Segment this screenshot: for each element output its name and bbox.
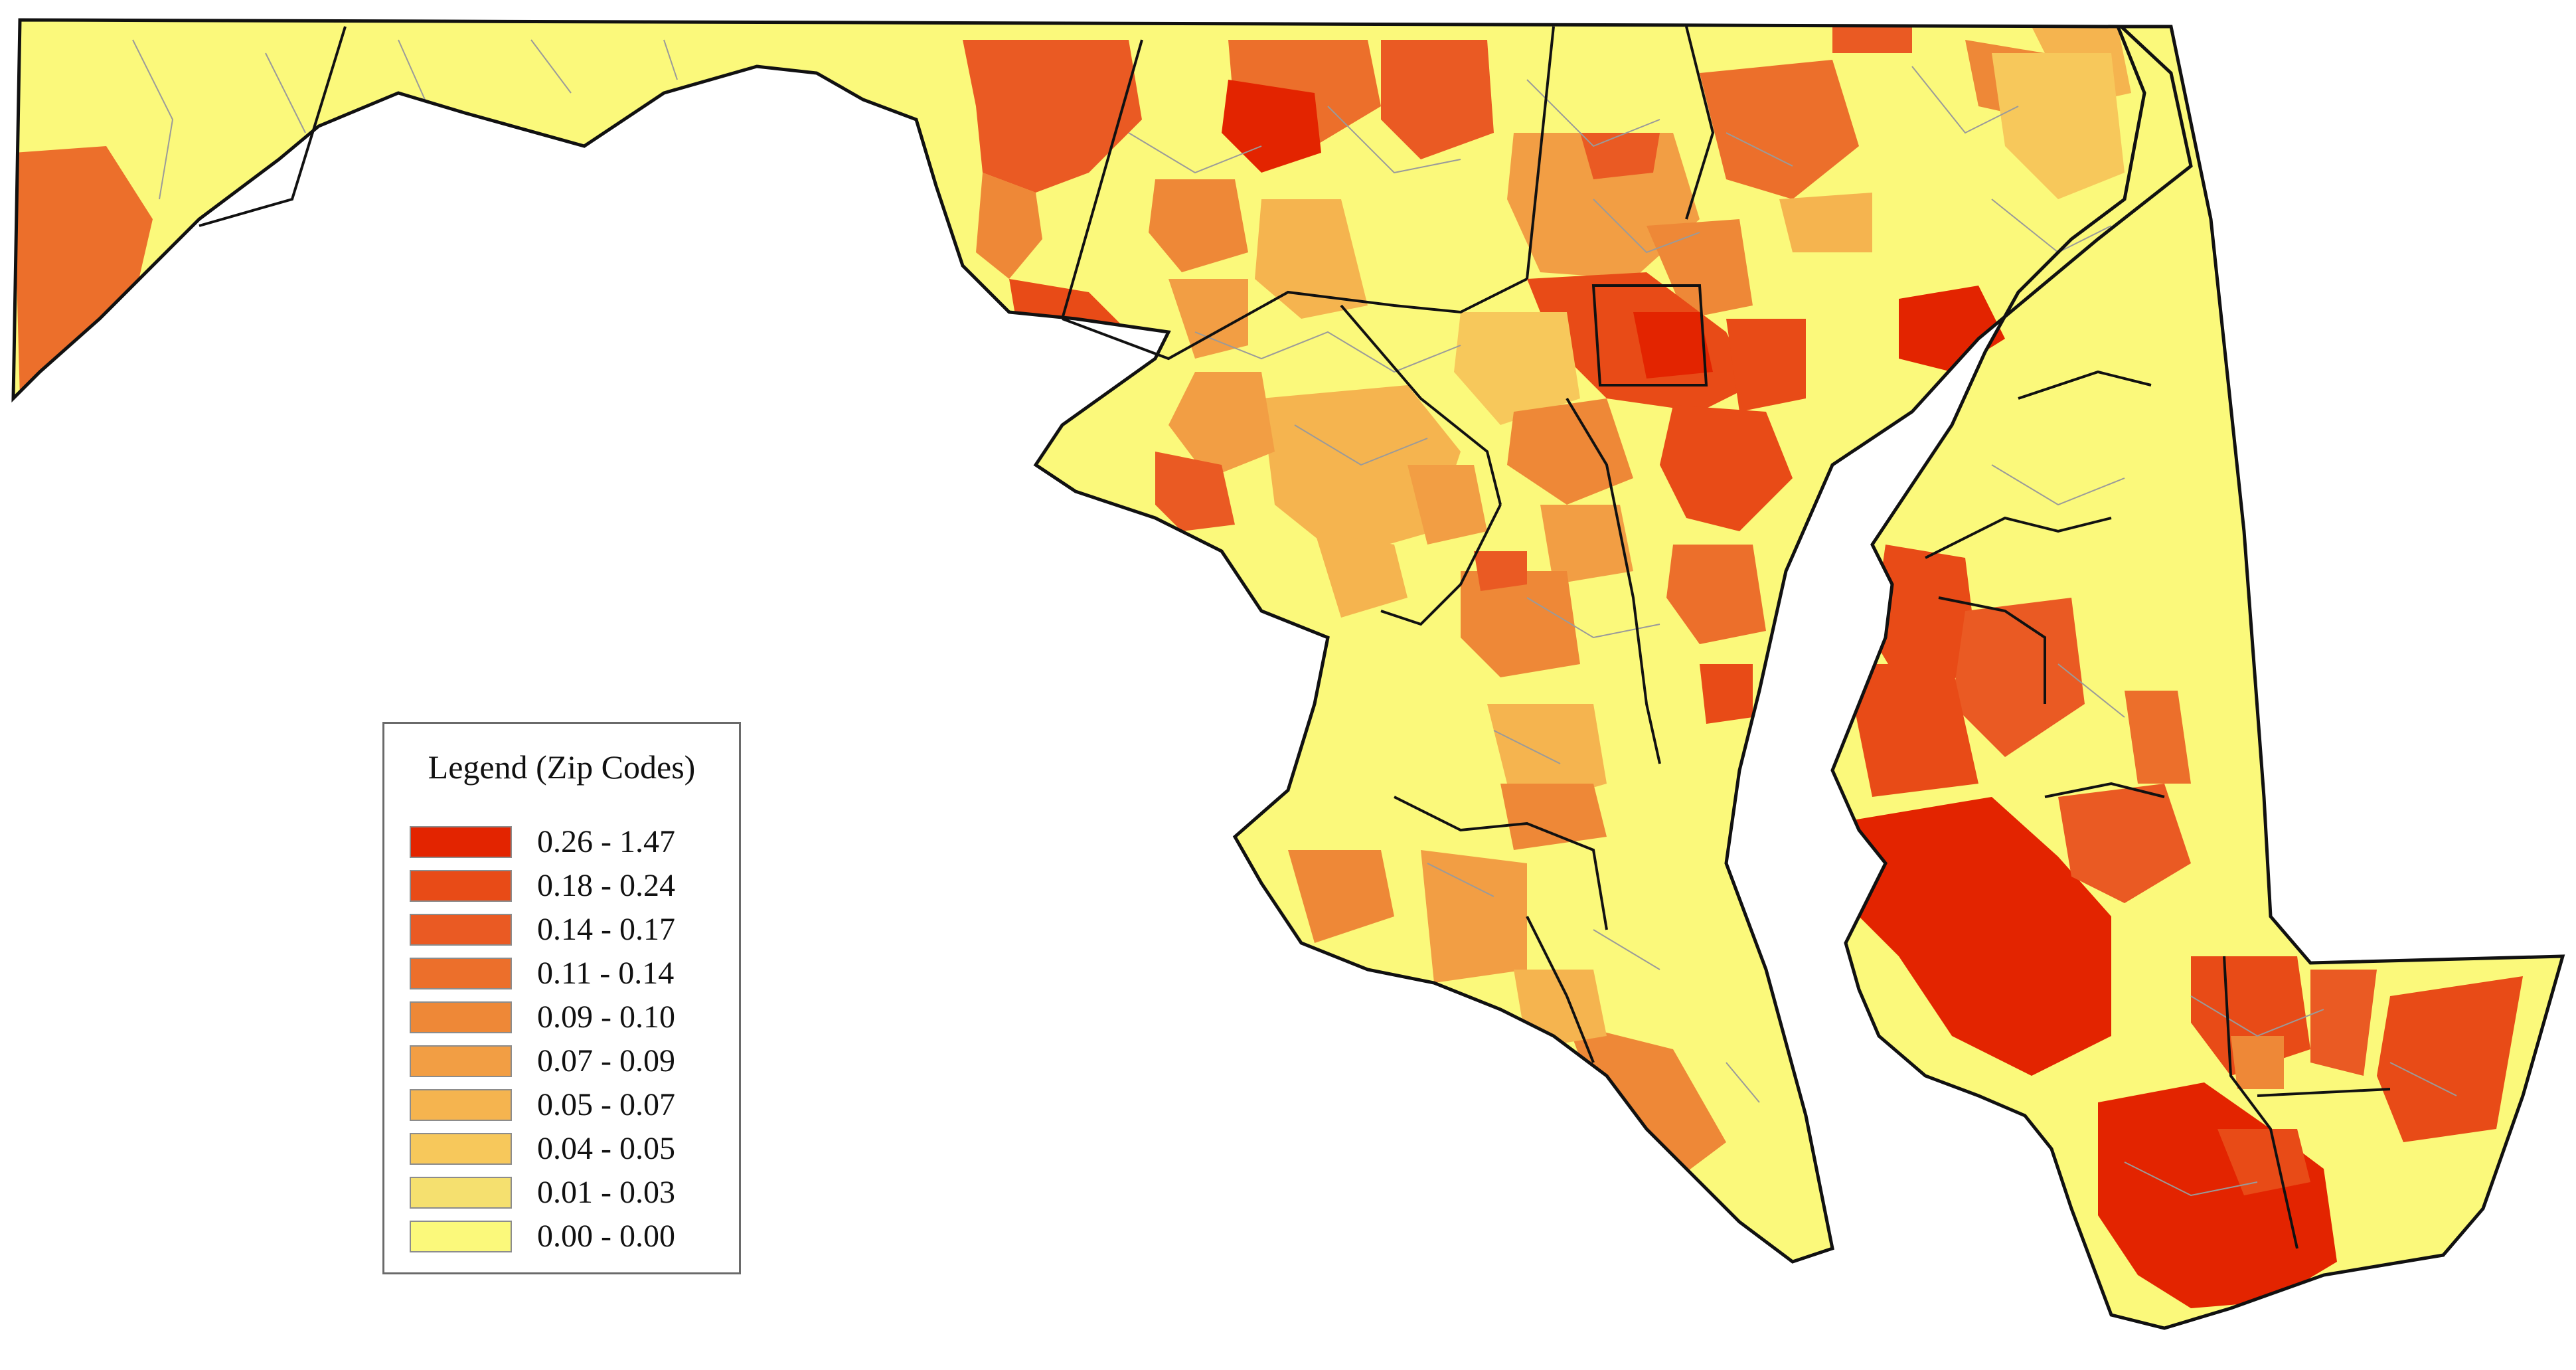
region-zip [1255,199,1368,319]
legend-item: 0.07 - 0.09 [410,1043,715,1086]
region-zip [1149,179,1248,272]
region-zip [1461,571,1580,677]
region-zip [1666,545,1766,644]
region-zip [2310,970,2377,1076]
region-zip [1806,545,1859,677]
legend-label: 0.05 - 0.07 [537,1087,675,1122]
legend-list: 0.26 - 1.47 0.18 - 0.24 0.14 - 0.17 0.11… [410,823,715,1262]
region-zip [1700,664,1753,724]
legend-label: 0.11 - 0.14 [537,956,675,991]
region-zip [2217,1129,2310,1195]
region-zip [1647,219,1753,319]
legend-swatch [410,1089,512,1121]
region-zip [1168,279,1248,359]
region-zip [1454,312,1580,425]
legend-item: 0.09 - 0.10 [410,999,715,1043]
region-zip [1952,598,2085,757]
region-zip [1660,405,1793,531]
region-zip [1261,385,1461,558]
county-boundaries [199,26,2391,1249]
region-zip [1408,465,1487,545]
region-zip [2125,691,2191,784]
legend-swatch [410,1001,512,1033]
legend-swatch [410,914,512,946]
region-zip [1779,193,1872,252]
region-zip [1832,27,1912,53]
legend-swatch [410,870,512,902]
region-zip [1580,133,1660,179]
region-zip [2377,976,2523,1142]
region-zip [1421,850,1527,983]
region-zip [1507,398,1633,505]
region-zip [1540,505,1633,584]
legend-swatch [410,1045,512,1077]
legend-swatch [410,1221,512,1252]
region-zip [1846,664,1978,797]
zip-boundaries [132,39,2457,1197]
legend-label: 0.18 - 0.24 [537,868,675,903]
legend-label: 0.01 - 0.03 [537,1175,675,1210]
region-zip [1474,551,1527,591]
legend-item: 0.05 - 0.07 [410,1086,715,1130]
region-zip [2231,1036,2284,1089]
region-zip [1633,312,1713,379]
legend-item: 0.14 - 0.17 [410,911,715,955]
legend-item: 0.04 - 0.05 [410,1130,715,1174]
region-zip [1992,53,2125,199]
region-zip [1315,531,1408,618]
region-zip [1700,60,1859,199]
legend-label: 0.14 - 0.17 [537,912,675,947]
legend-title: Legend (Zip Codes) [428,748,696,786]
region-zip [1288,850,1394,943]
legend-label: 0.26 - 1.47 [537,824,675,859]
legend-item: 0.00 - 0.00 [410,1218,715,1262]
legend-swatch [410,1177,512,1209]
region-zip [1155,452,1235,531]
region-zip [2058,784,2191,903]
region-zip [1832,797,2111,1076]
region-zip [1567,1023,1726,1182]
region-zip [13,146,153,398]
region-zip [1168,372,1275,478]
legend-label: 0.00 - 0.00 [537,1219,675,1254]
legend-item: 0.01 - 0.03 [410,1174,715,1218]
region-zip [1222,80,1321,173]
legend-label: 0.07 - 0.09 [537,1043,675,1078]
region-zip [976,173,1042,279]
region-zip [1726,319,1806,412]
legend-swatch [410,1133,512,1165]
legend-swatch [410,826,512,858]
region-zip [963,40,1142,193]
legend-item: 0.26 - 1.47 [410,823,715,867]
legend-label: 0.09 - 0.10 [537,999,675,1035]
legend-label: 0.04 - 0.05 [537,1131,675,1166]
legend-swatch [410,958,512,989]
region-zip [1500,784,1607,850]
map-legend: Legend (Zip Codes) 0.26 - 1.47 0.18 - 0.… [382,722,741,1274]
region-zip [1381,40,1494,159]
legend-item: 0.11 - 0.14 [410,955,715,999]
legend-item: 0.18 - 0.24 [410,867,715,911]
